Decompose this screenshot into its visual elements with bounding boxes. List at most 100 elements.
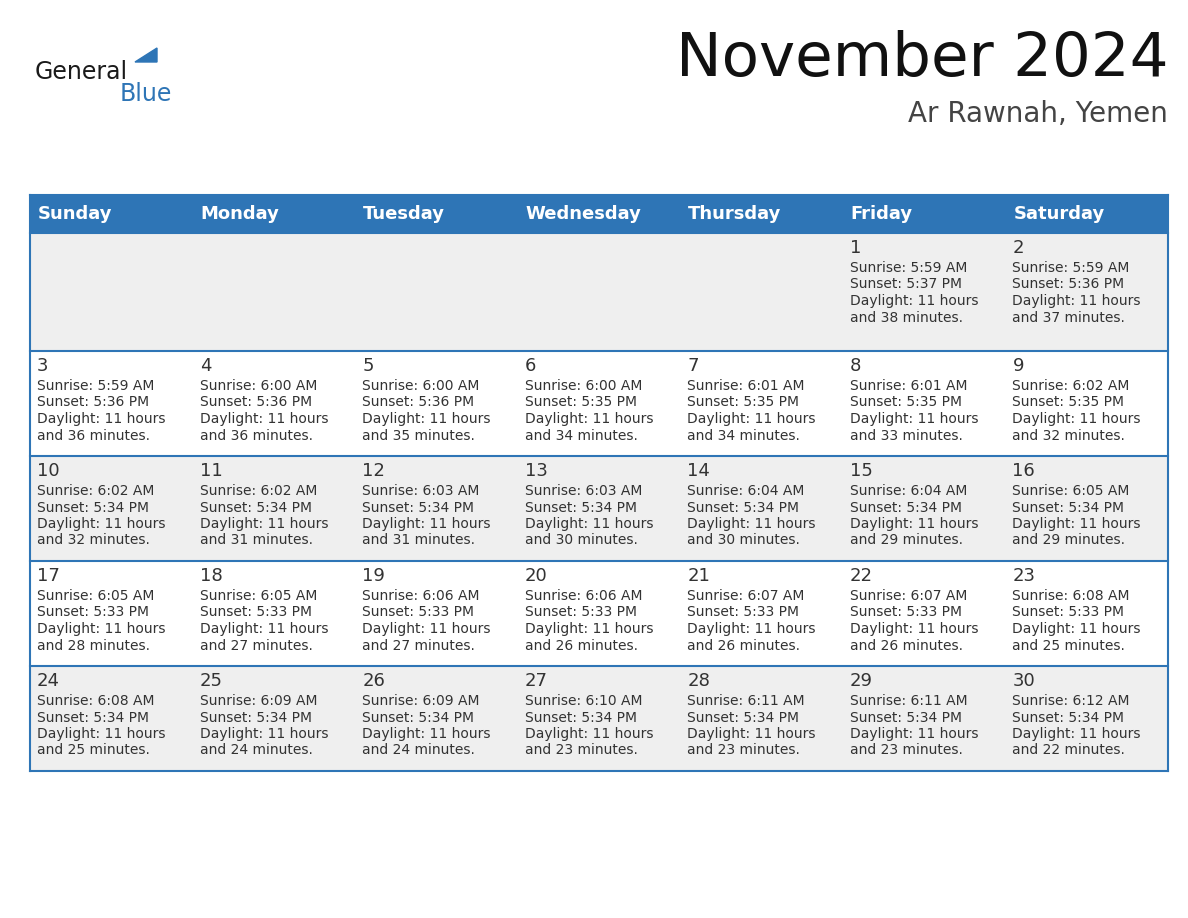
Text: and 25 minutes.: and 25 minutes. bbox=[37, 744, 150, 757]
Text: and 26 minutes.: and 26 minutes. bbox=[688, 639, 801, 653]
Text: Sunset: 5:34 PM: Sunset: 5:34 PM bbox=[525, 500, 637, 514]
Bar bbox=[30, 666, 1168, 771]
Text: Sunrise: 6:11 AM: Sunrise: 6:11 AM bbox=[849, 694, 967, 708]
Text: Daylight: 11 hours: Daylight: 11 hours bbox=[849, 622, 979, 636]
Text: Ar Rawnah, Yemen: Ar Rawnah, Yemen bbox=[908, 100, 1168, 128]
Text: Sunrise: 5:59 AM: Sunrise: 5:59 AM bbox=[849, 261, 967, 275]
Text: Blue: Blue bbox=[120, 82, 172, 106]
Text: Daylight: 11 hours: Daylight: 11 hours bbox=[688, 622, 816, 636]
Text: Sunset: 5:34 PM: Sunset: 5:34 PM bbox=[849, 711, 962, 724]
Text: and 31 minutes.: and 31 minutes. bbox=[362, 533, 475, 547]
Text: Sunset: 5:35 PM: Sunset: 5:35 PM bbox=[688, 396, 800, 409]
Text: Daylight: 11 hours: Daylight: 11 hours bbox=[37, 412, 165, 426]
Text: Sunset: 5:34 PM: Sunset: 5:34 PM bbox=[849, 500, 962, 514]
Text: Sunset: 5:33 PM: Sunset: 5:33 PM bbox=[1012, 606, 1124, 620]
Text: Sunset: 5:34 PM: Sunset: 5:34 PM bbox=[362, 711, 474, 724]
Text: Daylight: 11 hours: Daylight: 11 hours bbox=[200, 622, 328, 636]
Text: November 2024: November 2024 bbox=[676, 30, 1168, 89]
Text: Sunrise: 6:02 AM: Sunrise: 6:02 AM bbox=[37, 484, 154, 498]
Text: Sunset: 5:33 PM: Sunset: 5:33 PM bbox=[37, 606, 148, 620]
Text: and 28 minutes.: and 28 minutes. bbox=[37, 639, 150, 653]
Text: Wednesday: Wednesday bbox=[526, 205, 642, 223]
Text: Sunrise: 6:11 AM: Sunrise: 6:11 AM bbox=[688, 694, 805, 708]
Text: 28: 28 bbox=[688, 672, 710, 690]
Text: Daylight: 11 hours: Daylight: 11 hours bbox=[362, 412, 491, 426]
Text: Sunrise: 6:07 AM: Sunrise: 6:07 AM bbox=[688, 589, 804, 603]
Text: Sunset: 5:34 PM: Sunset: 5:34 PM bbox=[1012, 711, 1124, 724]
Text: Daylight: 11 hours: Daylight: 11 hours bbox=[200, 727, 328, 741]
Text: Sunrise: 6:04 AM: Sunrise: 6:04 AM bbox=[849, 484, 967, 498]
Text: Daylight: 11 hours: Daylight: 11 hours bbox=[37, 727, 165, 741]
Text: 16: 16 bbox=[1012, 462, 1035, 480]
Text: Daylight: 11 hours: Daylight: 11 hours bbox=[362, 517, 491, 531]
Text: Daylight: 11 hours: Daylight: 11 hours bbox=[849, 412, 979, 426]
Text: Daylight: 11 hours: Daylight: 11 hours bbox=[1012, 517, 1140, 531]
Text: Daylight: 11 hours: Daylight: 11 hours bbox=[362, 727, 491, 741]
Text: 7: 7 bbox=[688, 357, 699, 375]
Text: Daylight: 11 hours: Daylight: 11 hours bbox=[849, 517, 979, 531]
Text: Sunrise: 6:05 AM: Sunrise: 6:05 AM bbox=[1012, 484, 1130, 498]
Text: Thursday: Thursday bbox=[688, 205, 782, 223]
Text: 5: 5 bbox=[362, 357, 374, 375]
Bar bbox=[30, 233, 1168, 351]
Text: Sunset: 5:37 PM: Sunset: 5:37 PM bbox=[849, 277, 962, 292]
Text: and 38 minutes.: and 38 minutes. bbox=[849, 310, 962, 324]
Text: and 35 minutes.: and 35 minutes. bbox=[362, 429, 475, 442]
Text: Sunset: 5:34 PM: Sunset: 5:34 PM bbox=[200, 500, 311, 514]
Text: Sunrise: 6:00 AM: Sunrise: 6:00 AM bbox=[362, 379, 480, 393]
Text: Daylight: 11 hours: Daylight: 11 hours bbox=[525, 622, 653, 636]
Text: and 31 minutes.: and 31 minutes. bbox=[200, 533, 312, 547]
Text: 14: 14 bbox=[688, 462, 710, 480]
Text: Sunrise: 6:03 AM: Sunrise: 6:03 AM bbox=[525, 484, 642, 498]
Text: and 23 minutes.: and 23 minutes. bbox=[688, 744, 801, 757]
Text: and 24 minutes.: and 24 minutes. bbox=[200, 744, 312, 757]
Text: and 24 minutes.: and 24 minutes. bbox=[362, 744, 475, 757]
Text: 18: 18 bbox=[200, 567, 222, 585]
Text: Sunset: 5:34 PM: Sunset: 5:34 PM bbox=[688, 711, 800, 724]
Text: Daylight: 11 hours: Daylight: 11 hours bbox=[525, 517, 653, 531]
Text: Sunrise: 6:08 AM: Sunrise: 6:08 AM bbox=[1012, 589, 1130, 603]
Bar bbox=[30, 195, 1168, 233]
Text: and 33 minutes.: and 33 minutes. bbox=[849, 429, 962, 442]
Text: Sunrise: 6:04 AM: Sunrise: 6:04 AM bbox=[688, 484, 804, 498]
Text: Friday: Friday bbox=[851, 205, 914, 223]
Text: Sunday: Sunday bbox=[38, 205, 113, 223]
Text: Daylight: 11 hours: Daylight: 11 hours bbox=[525, 727, 653, 741]
Text: Sunset: 5:33 PM: Sunset: 5:33 PM bbox=[849, 606, 962, 620]
Text: and 22 minutes.: and 22 minutes. bbox=[1012, 744, 1125, 757]
Text: Monday: Monday bbox=[201, 205, 279, 223]
Text: Sunset: 5:33 PM: Sunset: 5:33 PM bbox=[362, 606, 474, 620]
Text: Daylight: 11 hours: Daylight: 11 hours bbox=[362, 622, 491, 636]
Text: Sunset: 5:33 PM: Sunset: 5:33 PM bbox=[525, 606, 637, 620]
Text: Sunset: 5:33 PM: Sunset: 5:33 PM bbox=[688, 606, 800, 620]
Text: Sunrise: 6:05 AM: Sunrise: 6:05 AM bbox=[37, 589, 154, 603]
Text: Sunset: 5:34 PM: Sunset: 5:34 PM bbox=[362, 500, 474, 514]
Text: Sunset: 5:34 PM: Sunset: 5:34 PM bbox=[1012, 500, 1124, 514]
Text: Sunrise: 6:02 AM: Sunrise: 6:02 AM bbox=[1012, 379, 1130, 393]
Bar bbox=[30, 456, 1168, 561]
Text: 23: 23 bbox=[1012, 567, 1036, 585]
Text: Tuesday: Tuesday bbox=[364, 205, 446, 223]
Text: Sunset: 5:34 PM: Sunset: 5:34 PM bbox=[688, 500, 800, 514]
Text: and 25 minutes.: and 25 minutes. bbox=[1012, 639, 1125, 653]
Text: Sunset: 5:35 PM: Sunset: 5:35 PM bbox=[1012, 396, 1124, 409]
Text: 13: 13 bbox=[525, 462, 548, 480]
Text: Daylight: 11 hours: Daylight: 11 hours bbox=[525, 412, 653, 426]
Bar bbox=[30, 351, 1168, 456]
Text: Sunrise: 6:01 AM: Sunrise: 6:01 AM bbox=[849, 379, 967, 393]
Text: 2: 2 bbox=[1012, 239, 1024, 257]
Text: 3: 3 bbox=[37, 357, 49, 375]
Text: and 36 minutes.: and 36 minutes. bbox=[37, 429, 150, 442]
Text: Sunrise: 6:05 AM: Sunrise: 6:05 AM bbox=[200, 589, 317, 603]
Text: Saturday: Saturday bbox=[1013, 205, 1105, 223]
Bar bbox=[30, 561, 1168, 666]
Text: Daylight: 11 hours: Daylight: 11 hours bbox=[1012, 622, 1140, 636]
Text: Sunrise: 6:00 AM: Sunrise: 6:00 AM bbox=[525, 379, 642, 393]
Text: 8: 8 bbox=[849, 357, 861, 375]
Text: 30: 30 bbox=[1012, 672, 1035, 690]
Text: and 27 minutes.: and 27 minutes. bbox=[362, 639, 475, 653]
Text: and 34 minutes.: and 34 minutes. bbox=[525, 429, 638, 442]
Text: and 29 minutes.: and 29 minutes. bbox=[849, 533, 962, 547]
Text: and 32 minutes.: and 32 minutes. bbox=[1012, 429, 1125, 442]
Text: and 27 minutes.: and 27 minutes. bbox=[200, 639, 312, 653]
